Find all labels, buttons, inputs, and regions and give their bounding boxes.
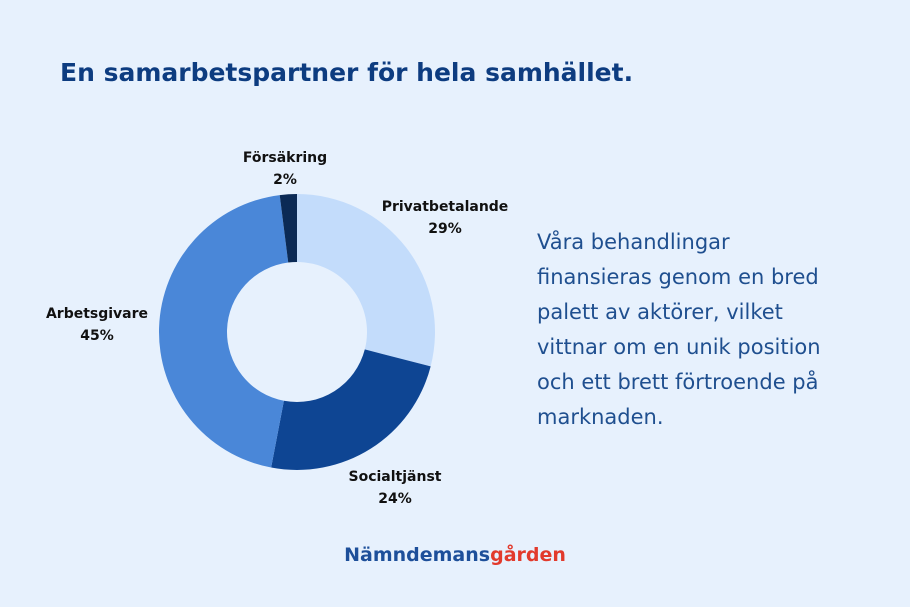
logo-part: Nämndemans bbox=[344, 544, 490, 566]
donut-slice bbox=[279, 194, 297, 263]
slice-label: Privatbetalande bbox=[382, 199, 509, 215]
title: En samarbetspartner för hela samhället. bbox=[60, 58, 633, 87]
slice-value: 45% bbox=[80, 328, 114, 344]
slice-label: Försäkring bbox=[243, 150, 327, 166]
logo-part: gården bbox=[490, 542, 566, 566]
slice-label: Socialtjänst bbox=[349, 469, 442, 485]
donut-slice bbox=[297, 194, 436, 367]
body-text: palett av aktörer, vilket bbox=[537, 300, 783, 324]
body-text: finansieras genom en bred bbox=[537, 265, 819, 289]
donut-slice bbox=[271, 349, 431, 470]
donut-slice bbox=[158, 195, 289, 468]
slice-value: 24% bbox=[378, 491, 412, 507]
logo: Nämndemansgården bbox=[344, 542, 566, 566]
body-text: Våra behandlingar bbox=[537, 229, 730, 254]
body-text: vittnar om en unik position bbox=[537, 335, 821, 359]
body-text: marknaden. bbox=[537, 405, 664, 429]
body-text: och ett brett förtroende på bbox=[537, 369, 819, 394]
slice-value: 29% bbox=[428, 221, 462, 237]
slice-value: 2% bbox=[273, 172, 297, 188]
slice-label: Arbetsgivare bbox=[46, 306, 148, 322]
